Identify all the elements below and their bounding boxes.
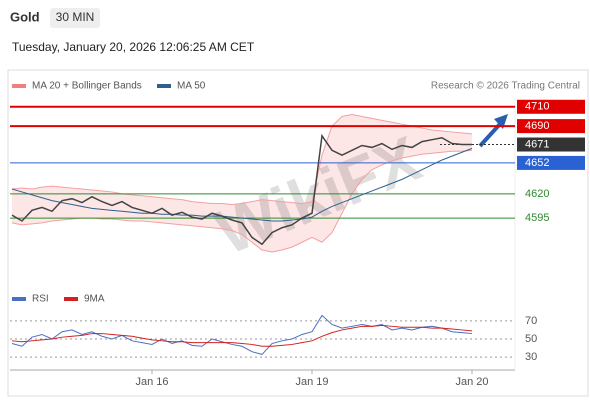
legend-label: MA 50 — [177, 81, 206, 92]
legend-label: RSI — [32, 294, 49, 305]
bollinger-upper — [11, 114, 473, 206]
y-tick-label: 50 — [525, 333, 537, 345]
datetime: Tuesday, January 20, 2026 12:06:25 AM CE… — [12, 40, 255, 54]
x-tick-label: Jan 19 — [295, 376, 328, 388]
rsi-line — [11, 314, 473, 355]
x-tick-label: Jan 20 — [455, 376, 488, 388]
y-tick-label: 30 — [525, 351, 537, 363]
price-line — [11, 133, 472, 246]
level-box — [517, 99, 585, 114]
level-box — [517, 155, 585, 170]
legend-swatch — [12, 297, 26, 301]
interval: 30 MIN — [56, 10, 95, 24]
arrow-shaft — [478, 122, 502, 148]
interval-box — [50, 8, 100, 28]
level-label: 4652 — [525, 157, 549, 169]
level-box — [517, 119, 585, 134]
level-label: 4620 — [525, 188, 549, 200]
chart-frame — [7, 69, 589, 397]
ma9-line — [11, 324, 473, 347]
symbol: Gold — [10, 9, 40, 24]
legend-label: MA 20 + Bollinger Bands — [32, 81, 142, 92]
level-label: 4595 — [525, 212, 549, 224]
x-tick-label: Jan 16 — [135, 376, 168, 388]
legend-swatch — [64, 297, 78, 301]
ma50-line — [11, 147, 473, 222]
legend-label: 9MA — [84, 294, 105, 305]
level-box — [517, 137, 585, 152]
legend-swatch — [157, 84, 171, 88]
symbol-box — [4, 6, 42, 28]
level-label: 4710 — [525, 101, 549, 113]
legend-swatch — [12, 84, 26, 88]
level-label: 4671 — [525, 138, 549, 150]
y-tick-label: 70 — [525, 315, 537, 327]
credit: Research © 2026 Trading Central — [431, 81, 580, 92]
arrow-head — [494, 114, 508, 129]
level-label: 4690 — [525, 120, 549, 132]
